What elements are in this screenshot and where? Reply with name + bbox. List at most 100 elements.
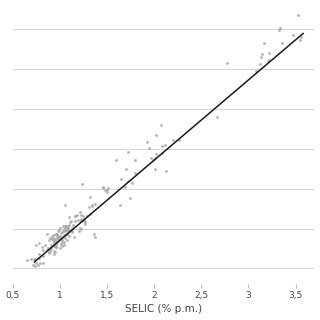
Point bbox=[52, 240, 57, 245]
Point bbox=[100, 184, 106, 189]
Point bbox=[51, 238, 56, 243]
Point bbox=[40, 253, 45, 258]
Point bbox=[132, 170, 137, 175]
Point bbox=[48, 243, 53, 248]
Point bbox=[66, 228, 71, 233]
Point bbox=[63, 228, 68, 233]
Point bbox=[291, 33, 296, 38]
Point bbox=[128, 196, 133, 201]
Point bbox=[60, 228, 66, 234]
Point bbox=[34, 242, 39, 247]
Point bbox=[67, 233, 72, 238]
Point bbox=[61, 239, 66, 244]
Point bbox=[89, 203, 94, 208]
Point bbox=[148, 156, 154, 161]
Point bbox=[78, 218, 84, 223]
Point bbox=[74, 212, 79, 217]
Point bbox=[65, 229, 70, 234]
Point bbox=[297, 38, 302, 43]
Point bbox=[76, 218, 81, 223]
Point bbox=[72, 213, 77, 218]
Point bbox=[25, 257, 30, 262]
Point bbox=[52, 243, 58, 248]
Point bbox=[103, 188, 108, 193]
Point bbox=[40, 244, 45, 250]
Point bbox=[28, 256, 33, 261]
Point bbox=[52, 252, 57, 257]
Point bbox=[68, 220, 73, 225]
X-axis label: SELIC (% p.m.): SELIC (% p.m.) bbox=[125, 304, 202, 315]
Point bbox=[266, 51, 271, 56]
Point bbox=[69, 228, 75, 233]
Point bbox=[57, 235, 62, 240]
Point bbox=[56, 235, 61, 240]
Point bbox=[59, 229, 64, 235]
Point bbox=[117, 202, 123, 207]
Point bbox=[43, 243, 48, 248]
Point bbox=[123, 184, 128, 189]
Point bbox=[113, 158, 118, 163]
Point bbox=[260, 51, 265, 56]
Point bbox=[57, 236, 62, 241]
Point bbox=[93, 235, 98, 240]
Point bbox=[82, 216, 87, 221]
Point bbox=[62, 202, 68, 207]
Point bbox=[37, 241, 42, 246]
Point bbox=[60, 234, 65, 239]
Point bbox=[298, 35, 303, 40]
Point bbox=[158, 123, 164, 128]
Point bbox=[79, 181, 84, 187]
Point bbox=[53, 241, 58, 246]
Point bbox=[49, 245, 54, 250]
Point bbox=[32, 257, 37, 262]
Point bbox=[37, 251, 42, 256]
Point bbox=[63, 225, 68, 230]
Point bbox=[125, 179, 130, 184]
Point bbox=[48, 246, 53, 251]
Point bbox=[49, 234, 54, 239]
Point bbox=[118, 176, 124, 181]
Point bbox=[64, 223, 69, 228]
Point bbox=[152, 166, 157, 172]
Point bbox=[78, 227, 84, 232]
Point bbox=[32, 264, 37, 269]
Point bbox=[65, 226, 70, 231]
Point bbox=[88, 211, 93, 216]
Point bbox=[47, 237, 52, 242]
Point bbox=[40, 261, 45, 266]
Point bbox=[72, 213, 77, 219]
Point bbox=[160, 151, 165, 156]
Point bbox=[37, 255, 42, 260]
Point bbox=[101, 185, 106, 190]
Point bbox=[82, 219, 87, 224]
Point bbox=[55, 233, 60, 238]
Point bbox=[53, 238, 58, 244]
Point bbox=[59, 242, 64, 247]
Point bbox=[86, 205, 91, 210]
Point bbox=[69, 229, 74, 234]
Point bbox=[153, 132, 158, 138]
Point bbox=[48, 235, 53, 240]
Point bbox=[53, 244, 59, 249]
Point bbox=[41, 247, 46, 252]
Point bbox=[52, 233, 57, 238]
Point bbox=[66, 224, 71, 229]
Point bbox=[266, 57, 271, 62]
Point bbox=[65, 227, 70, 232]
Point bbox=[53, 231, 58, 236]
Point bbox=[82, 222, 87, 227]
Point bbox=[33, 261, 38, 266]
Point bbox=[30, 262, 36, 267]
Point bbox=[258, 54, 263, 59]
Point bbox=[61, 243, 67, 248]
Point bbox=[277, 25, 283, 30]
Point bbox=[53, 232, 58, 237]
Point bbox=[52, 237, 57, 242]
Point bbox=[176, 137, 181, 142]
Point bbox=[163, 169, 168, 174]
Point bbox=[89, 202, 94, 207]
Point bbox=[58, 237, 63, 242]
Point bbox=[152, 156, 157, 161]
Point bbox=[52, 249, 57, 254]
Point bbox=[265, 59, 270, 64]
